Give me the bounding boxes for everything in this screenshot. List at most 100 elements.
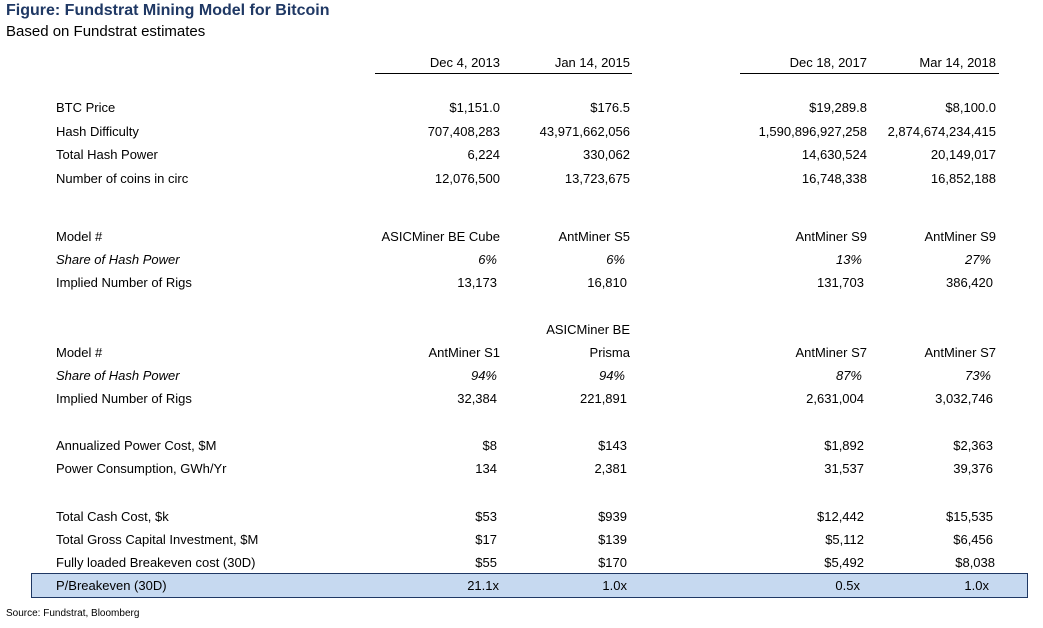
cell-value: 386,420 — [946, 275, 993, 290]
cell-value: AntMiner S7 — [924, 345, 996, 360]
row-label: Total Hash Power — [56, 147, 158, 162]
row-label: Power Consumption, GWh/Yr — [56, 461, 227, 476]
table-row-btc-price: BTC Price $1,151.0 $176.5 $19,289.8 $8,1… — [0, 98, 1043, 118]
table-row-power-consumption: Power Consumption, GWh/Yr 134 2,381 31,5… — [0, 459, 1043, 479]
table-row-implied-rigs-1: Implied Number of Rigs 13,173 16,810 131… — [0, 273, 1043, 293]
cell-value: 73% — [964, 368, 991, 383]
cell-value: 6% — [606, 252, 625, 267]
model-2-name-prefix: ASICMiner BE — [546, 322, 630, 337]
cell-value: 16,748,338 — [801, 171, 867, 186]
cell-value: 13,723,675 — [564, 171, 630, 186]
row-label: Annualized Power Cost, $M — [56, 438, 217, 453]
cell-value: 2,874,674,234,415 — [887, 124, 996, 139]
cell-value: 2,381 — [594, 461, 627, 476]
row-label: Hash Difficulty — [56, 124, 139, 139]
table-row-total-cash-cost: Total Cash Cost, $k $53 $939 $12,442 $15… — [0, 507, 1043, 527]
cell-value: 13% — [835, 252, 862, 267]
row-label: BTC Price — [56, 100, 116, 115]
table-row-annualized-power-cost: Annualized Power Cost, $M $8 $143 $1,892… — [0, 436, 1043, 456]
cell-value: $12,442 — [817, 509, 864, 524]
row-label: Fully loaded Breakeven cost (30D) — [56, 555, 256, 570]
cell-value: 12,076,500 — [434, 171, 500, 186]
cell-value: $2,363 — [953, 438, 993, 453]
table-row-implied-rigs-2: Implied Number of Rigs 32,384 221,891 2,… — [0, 389, 1043, 409]
cell-value: 39,376 — [953, 461, 993, 476]
cell-value: 2,631,004 — [806, 391, 864, 406]
cell-value: AntMiner S5 — [558, 229, 630, 244]
cell-value: $139 — [598, 532, 627, 547]
source-note: Source: Fundstrat, Bloomberg — [6, 608, 140, 619]
cell-value: $17 — [475, 532, 497, 547]
row-label: Implied Number of Rigs — [56, 391, 192, 406]
cell-value: $8 — [482, 438, 497, 453]
cell-value: $15,535 — [946, 509, 993, 524]
cell-value: $8,100.0 — [945, 100, 996, 115]
cell-value: 3,032,746 — [935, 391, 993, 406]
header-underline-left — [375, 73, 632, 74]
cell-value: 31,537 — [824, 461, 864, 476]
column-header-dec-2013: Dec 4, 2013 — [429, 55, 500, 70]
cell-value: 94% — [470, 368, 497, 383]
table-row-share-hash-power-1: Share of Hash Power 6% 6% 13% 27% — [0, 250, 1043, 270]
cell-value: 94% — [598, 368, 625, 383]
table-row-breakeven-cost: Fully loaded Breakeven cost (30D) $55 $1… — [0, 553, 1043, 573]
cell-value: 131,703 — [817, 275, 864, 290]
cell-value: $5,112 — [825, 532, 864, 547]
highlight-band — [31, 573, 1028, 598]
cell-value: $8,038 — [955, 555, 995, 570]
cell-value: $176.5 — [590, 100, 630, 115]
row-label: Implied Number of Rigs — [56, 275, 192, 290]
cell-value: $6,456 — [953, 532, 993, 547]
cell-value: 32,384 — [457, 391, 497, 406]
cell-value: 0.5x — [835, 578, 860, 593]
cell-value: $55 — [475, 555, 497, 570]
cell-value: AntMiner S7 — [795, 345, 867, 360]
cell-value: 1,590,896,927,258 — [758, 124, 867, 139]
column-header-dec-2017: Dec 18, 2017 — [789, 55, 867, 70]
cell-value: 6,224 — [467, 147, 500, 162]
row-label: Share of Hash Power — [56, 252, 180, 267]
figure-subtitle: Based on Fundstrat estimates — [6, 23, 206, 40]
row-label: Total Cash Cost, $k — [56, 509, 169, 524]
cell-value: 13,173 — [457, 275, 497, 290]
column-header-jan-2015: Jan 14, 2015 — [554, 55, 630, 70]
cell-value: 16,852,188 — [930, 171, 996, 186]
cell-value: 87% — [835, 368, 862, 383]
table-row-coins-in-circ: Number of coins in circ 12,076,500 13,72… — [0, 169, 1043, 189]
cell-value: $19,289.8 — [809, 100, 867, 115]
table-row-hash-difficulty: Hash Difficulty 707,408,283 43,971,662,0… — [0, 122, 1043, 142]
table-row-share-hash-power-2: Share of Hash Power 94% 94% 87% 73% — [0, 366, 1043, 386]
row-label: Model # — [56, 345, 103, 360]
cell-value: 134 — [475, 461, 497, 476]
cell-value: 1.0x — [964, 578, 989, 593]
cell-value: $1,151.0 — [449, 100, 500, 115]
cell-value: $5,492 — [824, 555, 864, 570]
cell-value: 14,630,524 — [801, 147, 867, 162]
cell-value: AntMiner S9 — [795, 229, 867, 244]
figure-title: Figure: Fundstrat Mining Model for Bitco… — [6, 2, 330, 19]
cell-value: Prisma — [589, 345, 630, 360]
header-underline-right — [740, 73, 999, 74]
cell-value: ASICMiner BE Cube — [381, 229, 501, 244]
cell-value: 6% — [478, 252, 497, 267]
cell-value: 707,408,283 — [427, 124, 500, 139]
cell-value: AntMiner S9 — [924, 229, 996, 244]
row-label: Number of coins in circ — [56, 171, 189, 186]
cell-value: AntMiner S1 — [428, 345, 500, 360]
table-row-total-hash-power: Total Hash Power 6,224 330,062 14,630,52… — [0, 145, 1043, 165]
table-row-gross-capital-investment: Total Gross Capital Investment, $M $17 $… — [0, 530, 1043, 550]
row-label: P/Breakeven (30D) — [56, 578, 167, 593]
table-row-model-2: Model # AntMiner S1 Prisma AntMiner S7 A… — [0, 343, 1043, 363]
column-header-mar-2018: Mar 14, 2018 — [919, 55, 996, 70]
table-row-p-breakeven: P/Breakeven (30D) 21.1x 1.0x 0.5x 1.0x — [0, 576, 1043, 596]
row-label: Model # — [56, 229, 103, 244]
cell-value: 21.1x — [467, 578, 499, 593]
row-label: Share of Hash Power — [56, 368, 180, 383]
cell-value: $143 — [598, 438, 627, 453]
table-row-model-1: Model # ASICMiner BE Cube AntMiner S5 An… — [0, 227, 1043, 247]
cell-value: 1.0x — [602, 578, 627, 593]
cell-value: $53 — [475, 509, 497, 524]
cell-value: 20,149,017 — [930, 147, 996, 162]
cell-value: $939 — [598, 509, 627, 524]
cell-value: 330,062 — [583, 147, 630, 162]
